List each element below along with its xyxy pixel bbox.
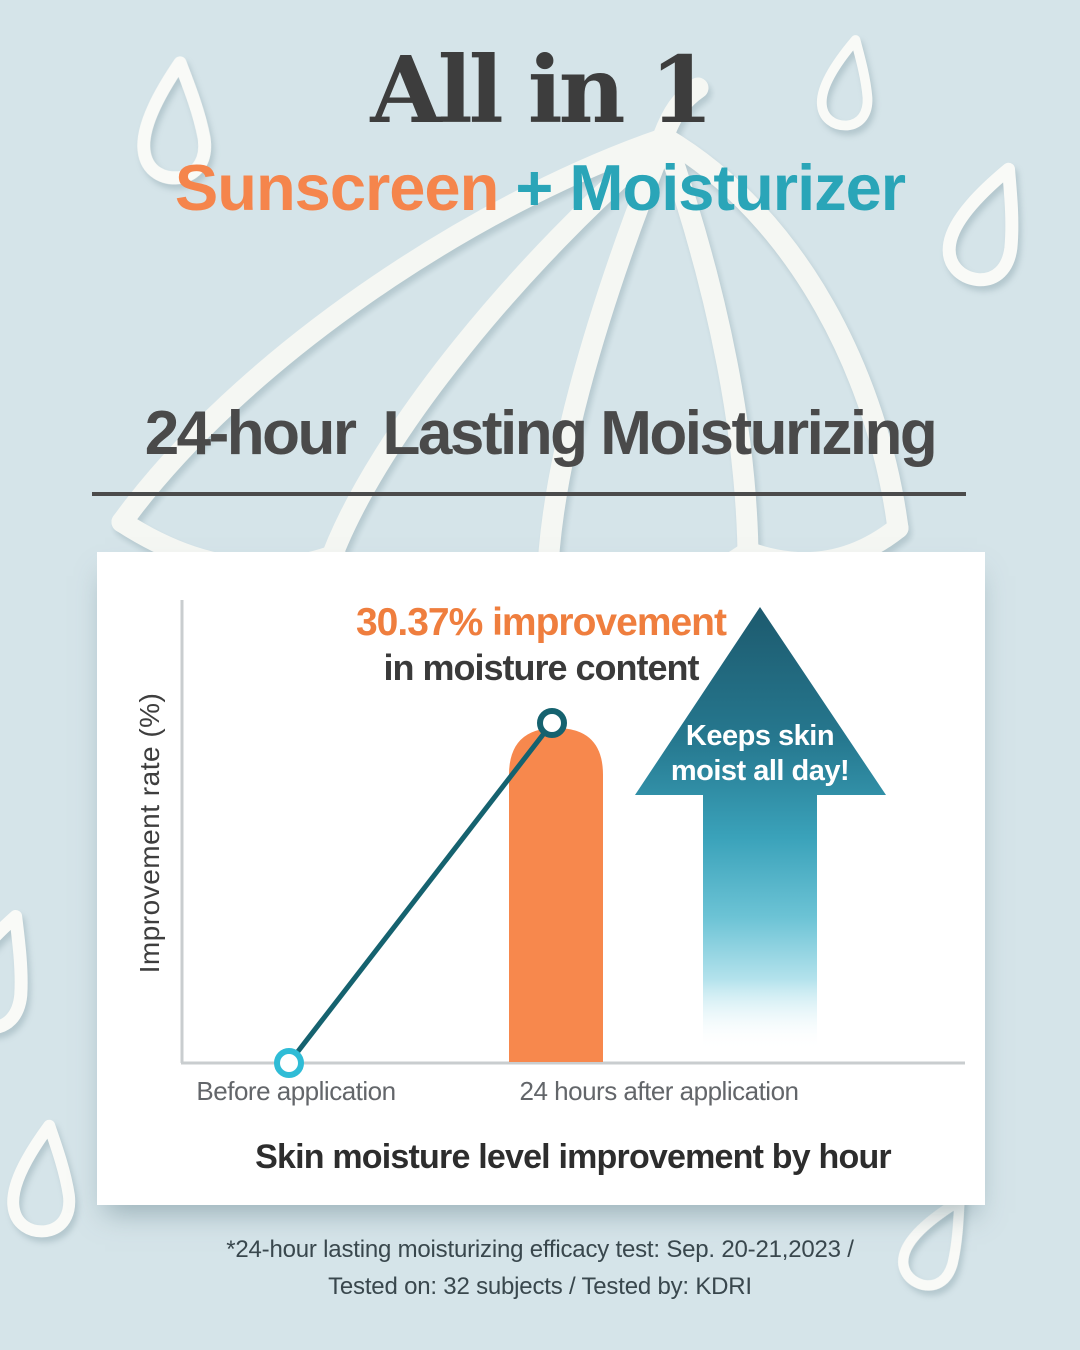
subtitle: Sunscreen + Moisturizer xyxy=(0,152,1080,224)
chart-card: Improvement rate (%) 30.37% improvement … xyxy=(97,552,985,1205)
chart-title: Skin moisture level improvement by hour xyxy=(255,1138,892,1176)
footnote-line1: *24-hour lasting moisturizing efficacy t… xyxy=(226,1236,854,1263)
marker-after xyxy=(537,708,567,738)
subtitle-plus: + xyxy=(498,151,570,224)
heading-underline xyxy=(92,492,966,496)
page-title: All in 1 xyxy=(370,36,713,144)
y-axis-label: Improvement rate (%) xyxy=(134,692,165,974)
x-axis-label-after: 24 hours after application xyxy=(519,1076,799,1106)
arrow-label-line2: moist all day! xyxy=(670,755,850,787)
arrow-up-icon xyxy=(635,607,886,1049)
chart-canvas xyxy=(180,600,965,1078)
subtitle-sunscreen: Sunscreen xyxy=(174,151,499,224)
bar-after-application xyxy=(509,728,603,1062)
footnote: *24-hour lasting moisturizing efficacy t… xyxy=(0,1231,1080,1305)
annotation-value: 30.37% improvement xyxy=(355,601,727,644)
subtitle-moisturizer: Moisturizer xyxy=(569,151,906,224)
droplet-icon xyxy=(8,1125,71,1234)
annotation: 30.37% improvement in moisture content xyxy=(355,600,727,689)
trend-line xyxy=(287,721,554,1065)
marker-before xyxy=(274,1048,304,1078)
annotation-subtitle: in moisture content xyxy=(383,647,699,689)
x-axis-label-before: Before application xyxy=(196,1076,396,1106)
section-heading-part2: Lasting Moisturizing xyxy=(382,399,938,468)
arrow-label-line1: Keeps skin xyxy=(685,720,835,752)
arrow-label: Keeps skin moist all day! xyxy=(670,719,850,789)
section-heading: 24-hour Lasting Moisturizing xyxy=(0,399,1080,468)
section-heading-part1: 24-hour xyxy=(144,399,357,468)
droplet-icon xyxy=(0,910,32,1031)
footnote-line2: Tested on: 32 subjects / Tested by: KDRI xyxy=(328,1273,752,1300)
